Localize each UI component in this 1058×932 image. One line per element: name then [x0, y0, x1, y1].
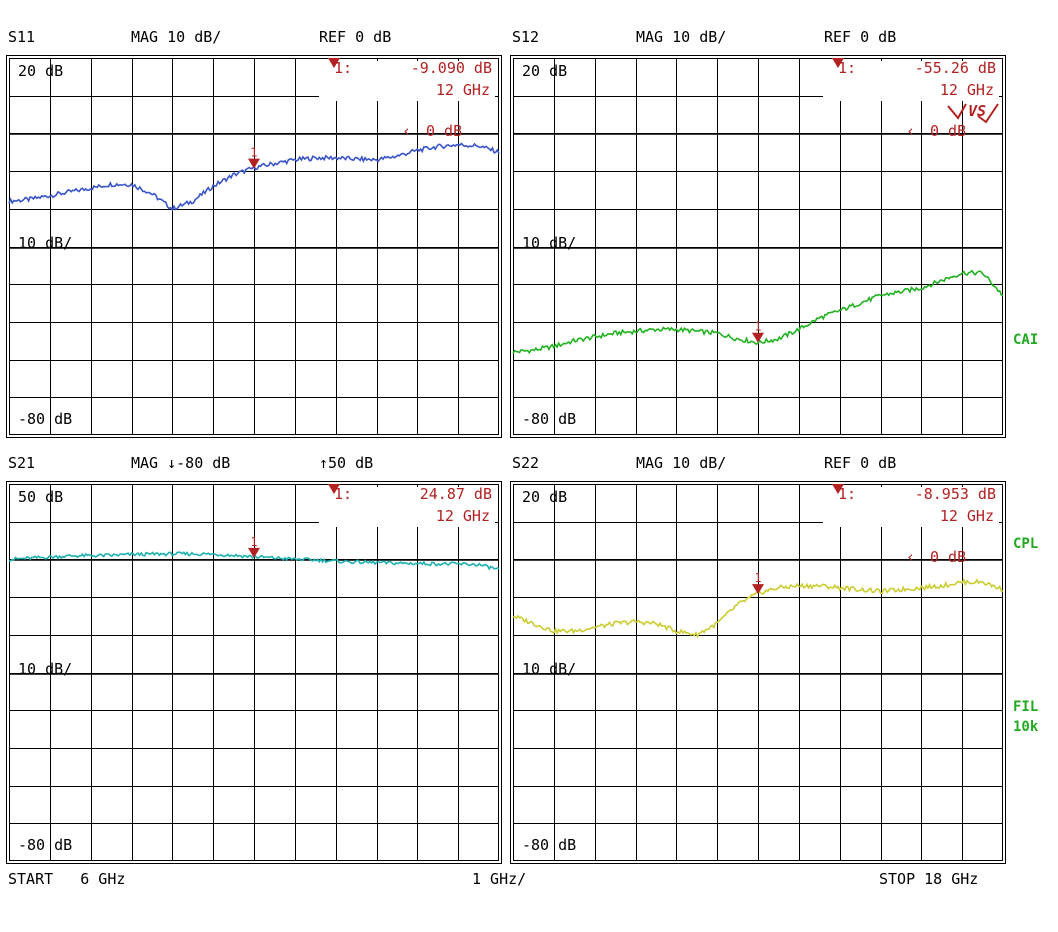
s12-marker-prefix: 1: — [838, 59, 856, 77]
s21-top-label: 50 dB — [18, 488, 63, 506]
s11-readout-marker-icon — [328, 58, 340, 68]
s11-marker-readout-box — [319, 61, 495, 101]
s21-mid-label: 10 dB/ — [18, 660, 72, 678]
s21-outer-frame — [6, 481, 502, 864]
s11-marker-prefix: 1: — [334, 59, 352, 77]
s11-bottom-label: -80 dB — [18, 410, 72, 428]
s22-marker-freq: 12 GHz — [940, 507, 994, 525]
s21-marker-number: 1 — [250, 535, 257, 549]
s12-ref-marker: 0 dB — [930, 122, 966, 140]
s22-ref: REF 0 dB — [824, 454, 896, 472]
s12-readout-marker-icon — [832, 58, 844, 68]
start-frequency: START 6 GHz — [8, 870, 125, 888]
s11-ref-arrow: ‹ — [402, 122, 411, 140]
s21-marker-prefix: 1: — [334, 485, 352, 503]
s22-readout-marker-icon — [832, 484, 844, 494]
stop-frequency: STOP 18 GHz — [879, 870, 978, 888]
s22-top-label: 20 dB — [522, 488, 567, 506]
s12-marker-readout-box — [823, 61, 999, 101]
s21-ref: ↑50 dB — [319, 454, 373, 472]
s12-ref-arrow: ‹ — [906, 122, 915, 140]
fil-label: FIL — [1013, 699, 1038, 715]
fil-bw-label: 10k — [1013, 719, 1039, 735]
s22-mid-label: 10 dB/ — [522, 660, 576, 678]
s21-format: MAG ↓-80 dB — [131, 454, 230, 472]
s21-marker-freq: 12 GHz — [436, 507, 490, 525]
s12-ref: REF 0 dB — [824, 28, 896, 46]
s22-ref-arrow: ‹ — [906, 548, 915, 566]
s11-format: MAG 10 dB/ — [131, 28, 221, 46]
cpl-label: CPL — [1013, 536, 1038, 552]
s12-format: MAG 10 dB/ — [636, 28, 726, 46]
s22-marker-readout-box — [823, 487, 999, 527]
s12-marker-number: 1 — [754, 320, 761, 334]
s11-outer-frame — [6, 55, 502, 438]
s22-marker-value: -8.953 dB — [915, 485, 996, 503]
s11-marker-triangle — [248, 158, 260, 169]
s22-panel: 1 — [510, 481, 1006, 864]
s12-bottom-label: -80 dB — [522, 410, 576, 428]
s22-marker-triangle — [752, 584, 764, 595]
s12-marker-value: -55.26 dB — [915, 59, 996, 77]
s21-marker-triangle — [248, 547, 260, 558]
s22-bottom-label: -80 dB — [522, 836, 576, 854]
s22-outer-frame — [510, 481, 1006, 864]
s21-readout-marker-icon — [328, 484, 340, 494]
s12-vs-badge-mark — [947, 103, 999, 124]
s11-marker-value: -9.090 dB — [411, 59, 492, 77]
s22-marker-prefix: 1: — [838, 485, 856, 503]
s12-top-label: 20 dB — [522, 62, 567, 80]
s21-marker-readout-box — [319, 487, 495, 527]
s22-ref-marker: 0 dB — [930, 548, 966, 566]
s12-trace — [512, 269, 1004, 355]
s21-marker-value: 24.87 dB — [420, 485, 492, 503]
s11-mid-label: 10 dB/ — [18, 234, 72, 252]
s11-ref-marker: 0 dB — [426, 122, 462, 140]
s21-title: S21 — [8, 454, 35, 472]
s12-vs-badge: VS — [968, 102, 986, 120]
s12-mid-label: 10 dB/ — [522, 234, 576, 252]
s22-title: S22 — [512, 454, 539, 472]
s12-outer-frame — [510, 55, 1006, 438]
s11-marker-freq: 12 GHz — [436, 81, 490, 99]
s22-format: MAG 10 dB/ — [636, 454, 726, 472]
s12-marker-triangle — [752, 332, 764, 343]
s12-title: S12 — [512, 28, 539, 46]
s11-title: S11 — [8, 28, 35, 46]
cal-label: CAI — [1013, 332, 1038, 348]
s11-top-label: 20 dB — [18, 62, 63, 80]
s21-bottom-label: -80 dB — [18, 836, 72, 854]
s11-ref: REF 0 dB — [319, 28, 391, 46]
s12-marker-freq: 12 GHz — [940, 81, 994, 99]
s21-panel: 1 — [6, 481, 502, 864]
s12-panel: 1 — [510, 55, 1006, 438]
s22-marker-number: 1 — [754, 571, 761, 585]
s11-panel: 1 — [6, 55, 502, 438]
s11-marker-number: 1 — [250, 146, 257, 160]
frequency-span-div: 1 GHz/ — [472, 870, 526, 888]
